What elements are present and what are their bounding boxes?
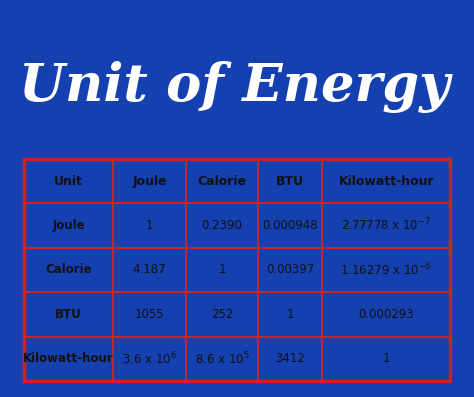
Text: 1: 1 <box>146 219 153 232</box>
Text: BTU: BTU <box>55 308 82 321</box>
Text: 3.6 x 10$^{6}$: 3.6 x 10$^{6}$ <box>122 351 177 367</box>
Text: 0.00397: 0.00397 <box>266 264 314 276</box>
Text: Kilowatt-hour: Kilowatt-hour <box>338 175 434 187</box>
Text: Joule: Joule <box>52 219 85 232</box>
Text: 0.000948: 0.000948 <box>263 219 318 232</box>
Text: 0.000293: 0.000293 <box>358 308 414 321</box>
Text: Calorie: Calorie <box>45 264 92 276</box>
Text: 1055: 1055 <box>135 308 164 321</box>
Text: 1: 1 <box>383 353 390 365</box>
Text: 1.16279 x 10$^{-6}$: 1.16279 x 10$^{-6}$ <box>340 262 432 278</box>
Text: Joule: Joule <box>132 175 167 187</box>
Text: 0.2390: 0.2390 <box>201 219 243 232</box>
Text: 2.77778 x 10$^{-7}$: 2.77778 x 10$^{-7}$ <box>341 217 431 234</box>
Text: BTU: BTU <box>276 175 304 187</box>
Text: 1: 1 <box>287 308 294 321</box>
Text: Unit of Energy: Unit of Energy <box>19 62 450 113</box>
Text: 3412: 3412 <box>275 353 305 365</box>
Text: Unit: Unit <box>54 175 83 187</box>
Text: 252: 252 <box>211 308 233 321</box>
Text: Kilowatt-hour: Kilowatt-hour <box>23 353 114 365</box>
Text: Calorie: Calorie <box>198 175 246 187</box>
Text: 8.6 x 10$^{5}$: 8.6 x 10$^{5}$ <box>195 351 249 367</box>
Text: 4.187: 4.187 <box>133 264 166 276</box>
Text: 1: 1 <box>219 264 226 276</box>
